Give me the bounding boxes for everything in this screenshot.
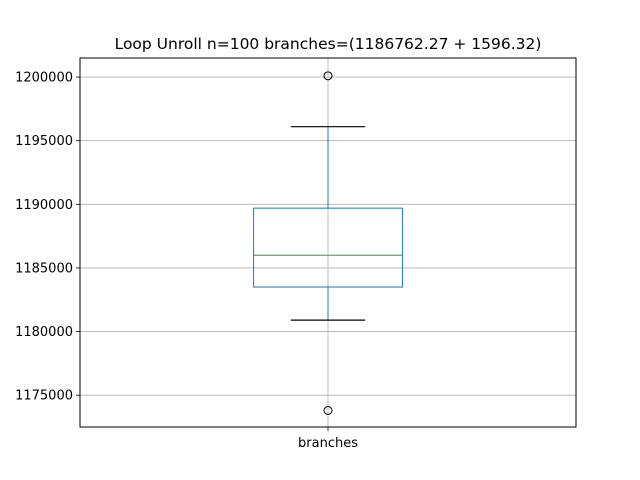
- y-tick-label: 1195000: [15, 134, 73, 149]
- plot-area-frame: [79, 57, 577, 428]
- outlier-point: [323, 405, 333, 415]
- x-tick-label: branches: [298, 436, 358, 451]
- y-tick-label: 1200000: [15, 71, 73, 86]
- y-tick-label: 1190000: [15, 198, 73, 213]
- outlier-point: [323, 71, 333, 81]
- box-plot: [253, 71, 403, 415]
- x-axis-ticks: branches: [298, 427, 358, 451]
- y-tick-label: 1185000: [15, 261, 73, 276]
- box-iqr: [253, 207, 403, 288]
- y-axis-ticks: 1175000 1180000 1185000 1190000 1195000 12000…: [15, 71, 80, 404]
- chart-title: Loop Unroll n=100 branches=(1186762.27 +…: [115, 35, 542, 53]
- y-tick-label: 1175000: [15, 389, 73, 404]
- y-tick-label: 1180000: [15, 325, 73, 340]
